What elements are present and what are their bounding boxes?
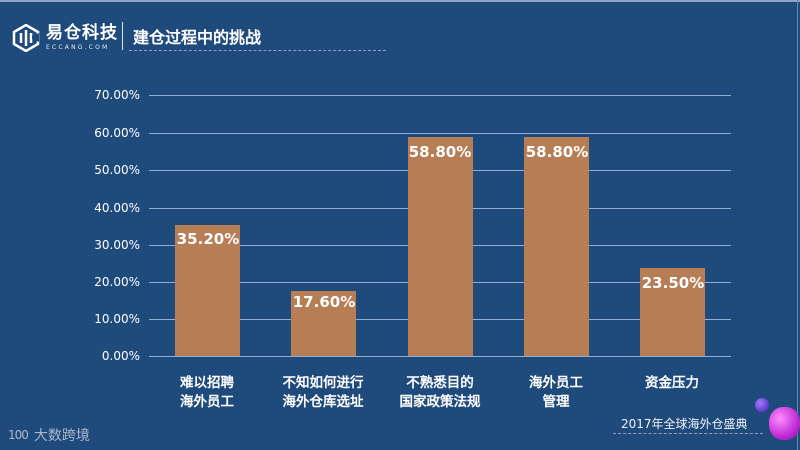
y-tick-40: 40.00%	[94, 201, 140, 215]
bar-staff-management	[524, 137, 589, 356]
brand-name: 大数跨境	[33, 428, 90, 444]
gridline-60	[149, 133, 731, 134]
y-tick-30: 30.00%	[94, 238, 140, 252]
top-border	[0, 0, 800, 2]
bar-recruiting	[175, 225, 240, 356]
company-logo: 易仓科技 ECCANG.COM	[12, 22, 118, 54]
y-tick-10: 10.00%	[94, 312, 140, 326]
event-underline	[613, 433, 763, 434]
x-label: 资金压力	[645, 375, 699, 391]
right-border	[797, 0, 798, 450]
gridline-0	[149, 356, 731, 357]
y-tick-20: 20.00%	[94, 275, 140, 289]
bar-funding	[640, 268, 705, 356]
bar-site-selection	[291, 291, 356, 356]
y-tick-0: 0.00%	[101, 349, 140, 363]
y-tick-60: 60.00%	[94, 126, 140, 140]
page-title: 建仓过程中的挑战	[133, 28, 262, 47]
x-label: 不熟悉目的 国家政策法规	[399, 375, 481, 410]
header-divider	[122, 22, 123, 50]
bar-value-label: 58.80%	[408, 143, 472, 161]
gem-decoration-icon	[755, 398, 769, 412]
bar-value-label: 58.80%	[525, 143, 589, 161]
y-tick-70: 70.00%	[94, 88, 140, 102]
y-tick-50: 50.00%	[94, 163, 140, 177]
bar-value-label: 35.20%	[176, 230, 240, 248]
title-underline	[129, 50, 386, 51]
bar-value-label: 23.50%	[641, 274, 705, 292]
bar-regulations	[408, 137, 473, 356]
gem-decoration-icon	[769, 407, 800, 440]
logo-chinese-name: 易仓科技	[46, 23, 118, 43]
logo-english-name: ECCANG.COM	[46, 44, 110, 51]
event-name: 2017年全球海外仓盛典	[621, 417, 748, 431]
watermark-brand: 100 大数跨境	[8, 425, 90, 445]
brand-logo-icon: 100	[8, 428, 29, 442]
logo-cube-icon	[12, 23, 40, 53]
x-label: 不知如何进行 海外仓库选址	[282, 375, 364, 410]
x-label: 海外员工 管理	[529, 375, 583, 410]
gridline-70	[149, 95, 731, 96]
x-label: 难以招聘 海外员工	[180, 375, 234, 410]
bar-value-label: 17.60%	[292, 293, 356, 311]
